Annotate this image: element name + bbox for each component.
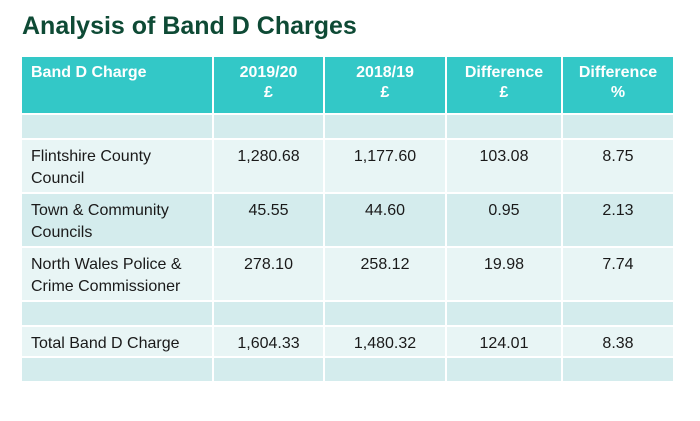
cell-difference: 19.98 xyxy=(446,246,563,301)
cell-difference-percent: 8.75 xyxy=(562,138,673,193)
header-2018-19: 2018/19 £ xyxy=(324,57,447,114)
table-row: Flintshire County Council 1,280.68 1,177… xyxy=(22,138,673,193)
header-difference-percent: Difference% xyxy=(562,57,673,114)
cell-difference: 0.95 xyxy=(446,192,563,247)
table-header-row: Band D Charge 2019/20 £ 2018/19 £ Differen… xyxy=(22,57,673,114)
total-2018-19: 1,480.32 xyxy=(324,325,447,357)
row-label: Town & Community Councils xyxy=(22,192,214,247)
cell-difference: 103.08 xyxy=(446,138,563,193)
page-title: Analysis of Band D Charges xyxy=(22,12,357,40)
spacer-row xyxy=(22,113,673,139)
spacer-row xyxy=(22,300,673,326)
cell-difference-percent: 2.13 xyxy=(562,192,673,247)
band-d-table: Band D Charge 2019/20 £ 2018/19 £ Differen… xyxy=(22,57,673,381)
cell-2019-20: 1,280.68 xyxy=(213,138,325,193)
total-difference: 124.01 xyxy=(446,325,563,357)
header-band-d-charge: Band D Charge xyxy=(22,57,214,114)
cell-2019-20: 278.10 xyxy=(213,246,325,301)
total-2019-20: 1,604.33 xyxy=(213,325,325,357)
cell-2019-20: 45.55 xyxy=(213,192,325,247)
cell-difference-percent: 7.74 xyxy=(562,246,673,301)
row-label: Flintshire County Council xyxy=(22,138,214,193)
table-row: Town & Community Councils 45.55 44.60 0.… xyxy=(22,192,673,247)
row-label: North Wales Police & Crime Commissioner xyxy=(22,246,214,301)
cell-2018-19: 258.12 xyxy=(324,246,447,301)
total-difference-percent: 8.38 xyxy=(562,325,673,357)
total-label: Total Band D Charge xyxy=(22,325,214,357)
cell-2018-19: 44.60 xyxy=(324,192,447,247)
spacer-row xyxy=(22,356,673,381)
cell-2018-19: 1,177.60 xyxy=(324,138,447,193)
header-difference-pounds: Difference £ xyxy=(446,57,563,114)
table-row: North Wales Police & Crime Commissioner … xyxy=(22,246,673,301)
total-row: Total Band D Charge 1,604.33 1,480.32 12… xyxy=(22,325,673,357)
header-2019-20: 2019/20 £ xyxy=(213,57,325,114)
